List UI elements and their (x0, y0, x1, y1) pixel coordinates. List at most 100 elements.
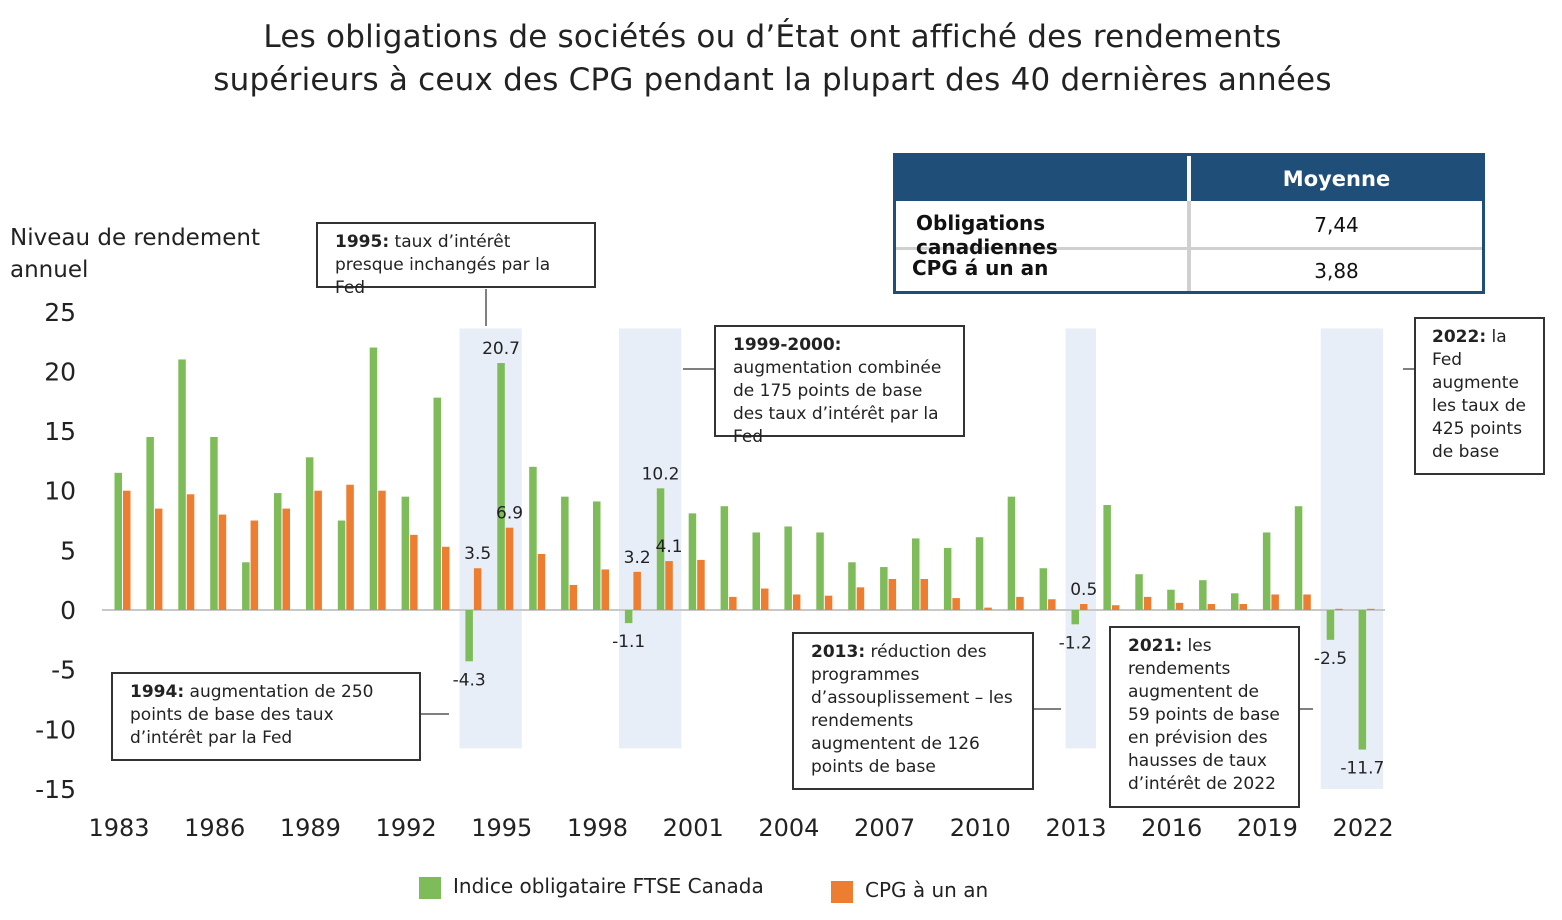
bond-bar-1994 (465, 610, 473, 662)
bond-bar-2016 (1167, 589, 1175, 610)
bond-bar-2022 (1358, 610, 1367, 750)
table-column-divider (1187, 156, 1191, 291)
bond-bar-1993 (433, 397, 441, 610)
y-tick-0: 0 (60, 596, 76, 625)
gic-bar-2013 (1080, 604, 1088, 610)
gic-bar-2022 (1367, 608, 1375, 610)
bond-bar-1989 (305, 457, 314, 610)
gic-bar-2021 (1335, 608, 1343, 610)
bond-bar-1985 (178, 359, 186, 610)
gic-bar-1983 (123, 490, 131, 610)
x-tick-1983: 1983 (88, 814, 149, 842)
chart-title: Les obligations de sociétés ou d’État on… (0, 16, 1545, 102)
data-label-2022-bond: -11.7 (1340, 759, 1384, 779)
annotation-connectors (421, 289, 1414, 715)
x-tick-2004: 2004 (758, 814, 819, 842)
gic-bar-2011 (1016, 596, 1024, 610)
y-tick-20: 20 (44, 357, 76, 386)
bond-bar-1983 (114, 472, 122, 610)
gic-bar-1996 (537, 553, 546, 610)
table-header-divider (1187, 156, 1191, 201)
data-label-1999-gic: 3.2 (624, 548, 651, 568)
highlight-bands (459, 328, 1384, 789)
annotation-1999-year: 1999-2000: (733, 335, 842, 355)
gic-bar-2010 (984, 607, 992, 610)
annotation-1995: 1995: taux d’intérêt presque inchangés p… (316, 222, 596, 298)
bond-bar-2020 (1294, 506, 1303, 610)
gic-bar-1992 (410, 534, 418, 610)
bond-bar-2009 (943, 547, 952, 610)
table-row-divider (896, 247, 1482, 250)
data-label-2000-bond: 10.2 (642, 464, 680, 484)
gic-bar-1990 (346, 484, 354, 610)
legend-label-gic: CPG à un an (865, 878, 989, 902)
row-label-bonds: Obligations canadiennes (916, 211, 1058, 259)
data-labels: -4.3 20.7 3.56.9 -1.1 3.2 10.2 4.1 -1.2 0.5 -2.5 -… (453, 339, 1385, 779)
gic-bar-1984 (154, 508, 163, 610)
highlight-band-2021 (1320, 328, 1384, 789)
bond-bar-2012 (1039, 568, 1048, 610)
x-tick-1998: 1998 (567, 814, 628, 842)
gic-bar-1989 (314, 490, 322, 610)
data-label-1995-bond: 20.7 (482, 339, 520, 359)
x-tick-1995: 1995 (471, 814, 532, 842)
gic-bar-1991 (378, 490, 386, 610)
gic-bar-2006 (856, 587, 865, 610)
data-label-2021-bond: -2.5 (1314, 649, 1347, 669)
gic-bar-2015 (1143, 596, 1152, 610)
legend-swatch-bonds (419, 877, 441, 899)
bond-bar-2008 (912, 538, 920, 610)
bond-bar-2007 (880, 567, 888, 610)
gic-bar-2018 (1239, 604, 1247, 610)
title-line-2: supérieurs à ceux des CPG pendant la plu… (213, 62, 1332, 98)
data-label-2013-gic: 0.5 (1070, 580, 1097, 600)
gic-bar-2014 (1111, 605, 1120, 610)
annotation-2013-year: 2013: (811, 642, 866, 662)
gic-bar-2019 (1271, 594, 1279, 610)
bond-bar-1995 (497, 363, 505, 610)
bond-bar-1991 (369, 347, 378, 610)
gic-bar-1987 (250, 520, 259, 610)
gic-bar-2000 (665, 561, 673, 610)
bond-bar-1999 (624, 610, 633, 624)
bond-bar-2001 (688, 513, 697, 610)
gic-bar-2001 (697, 559, 705, 610)
y-tick--10: -10 (35, 715, 76, 744)
gic-bar-1999 (633, 571, 641, 610)
bond-bar-2015 (1135, 574, 1143, 610)
highlight-band-1999 (618, 328, 682, 749)
bond-bar-1998 (593, 501, 601, 610)
y-tick-15: 15 (44, 417, 76, 446)
x-tick-2001: 2001 (663, 814, 724, 842)
row-value-bonds: 7,44 (1314, 213, 1359, 237)
annotation-1999-text: augmentation combinée de 175 points de b… (733, 358, 942, 447)
gic-bar-2016 (1175, 602, 1184, 610)
bond-bar-2006 (848, 562, 856, 610)
x-tick-1992: 1992 (376, 814, 437, 842)
annotation-1995-text: taux d’intérêt presque inchangés par la … (335, 232, 551, 298)
x-tick-labels: 1983 1986 1989 1992 1995 1998 2001 2004 2007 2010… (88, 814, 1393, 842)
annotation-2022-year: 2022: (1432, 327, 1487, 347)
annotation-1995-year: 1995: (335, 232, 390, 252)
gic-bar-1988 (282, 508, 290, 610)
gic-bar-1994 (473, 568, 482, 610)
annotation-2013: 2013: réduction des programmes d’assoupl… (792, 632, 1034, 790)
data-label-2000-gic: 4.1 (656, 537, 683, 557)
gic-bar-1997 (569, 584, 578, 610)
gic-bar-2008 (920, 578, 928, 610)
bond-bar-2017 (1199, 580, 1207, 610)
annotation-1999-2000: 1999-2000: augmentation combinée de 175 … (714, 325, 965, 447)
data-label-2013-bond: -1.2 (1059, 633, 1092, 653)
x-tick-2010: 2010 (950, 814, 1011, 842)
bond-bar-2018 (1231, 593, 1239, 610)
gic-bar-1993 (442, 546, 450, 610)
bond-bar-2000 (656, 488, 665, 610)
annotation-2021-text: les rendements augmentent de 59 points d… (1128, 636, 1280, 794)
bars (114, 347, 1375, 750)
annotation-2021: 2021: les rendements augmentent de 59 po… (1109, 626, 1300, 808)
gic-bar-2020 (1303, 594, 1311, 610)
data-label-1999-bond: -1.1 (612, 632, 645, 652)
bond-bar-2003 (752, 532, 760, 610)
gic-bar-1998 (601, 569, 609, 610)
